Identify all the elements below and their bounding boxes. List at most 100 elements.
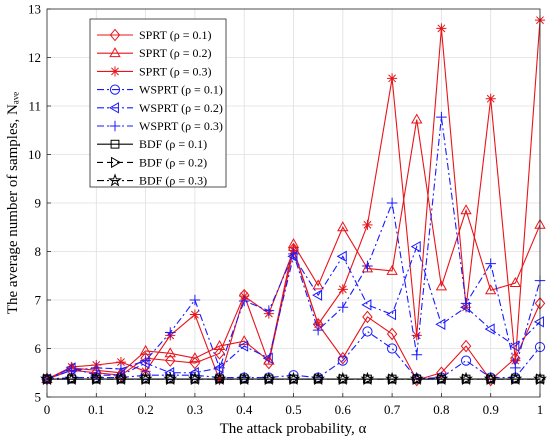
data-point bbox=[163, 371, 178, 385]
x-tick-label: 0.7 bbox=[384, 402, 401, 417]
data-point bbox=[262, 352, 273, 364]
x-tick-label: 0.3 bbox=[187, 402, 203, 417]
data-point bbox=[263, 305, 275, 316]
data-point bbox=[362, 260, 373, 272]
data-point bbox=[337, 301, 349, 313]
data-point bbox=[385, 371, 400, 385]
data-point bbox=[387, 343, 398, 354]
x-tick-label: 0.2 bbox=[137, 402, 153, 417]
data-point bbox=[89, 371, 104, 385]
legend-marker bbox=[109, 28, 121, 42]
data-point bbox=[485, 284, 497, 295]
data-point bbox=[238, 295, 250, 307]
data-point bbox=[165, 370, 176, 381]
data-point bbox=[139, 344, 152, 355]
legend-label: SPRT (ρ = 0.2) bbox=[139, 46, 212, 60]
legend-entry: SPRT (ρ = 0.1) bbox=[97, 28, 212, 42]
x-tick-label: 0.9 bbox=[483, 402, 499, 417]
data-point bbox=[435, 318, 446, 330]
data-point bbox=[460, 204, 472, 215]
data-point bbox=[361, 262, 374, 273]
data-point bbox=[114, 371, 128, 385]
data-point bbox=[386, 197, 398, 209]
legend-label: WSPRT (ρ = 0.2) bbox=[139, 101, 223, 115]
data-point bbox=[140, 366, 151, 377]
y-tick-label: 10 bbox=[28, 147, 41, 162]
y-tick-label: 5 bbox=[35, 390, 42, 405]
x-axis-ticks: 0 0.1 0.2 0.3 0.4 0.5 0.6 0.7 0.8 0.9 1 bbox=[44, 393, 544, 417]
legend-box bbox=[89, 18, 227, 188]
data-point bbox=[483, 371, 498, 385]
y-tick-label: 9 bbox=[35, 196, 42, 211]
data-point bbox=[189, 294, 201, 306]
legend-marker bbox=[109, 66, 121, 77]
legend-label: SPRT (ρ = 0.1) bbox=[139, 28, 212, 42]
x-tick-label: 0.5 bbox=[285, 402, 301, 417]
data-point bbox=[533, 316, 544, 328]
data-point bbox=[140, 370, 151, 381]
data-point bbox=[115, 357, 127, 368]
legend-entry: WSPRT (ρ = 0.2) bbox=[97, 101, 223, 115]
data-point bbox=[337, 355, 348, 366]
data-point bbox=[411, 330, 422, 341]
y-tick-label: 8 bbox=[35, 244, 42, 259]
data-point bbox=[336, 250, 347, 263]
legend-marker bbox=[109, 47, 121, 58]
data-point bbox=[238, 335, 250, 346]
data-point bbox=[362, 326, 373, 337]
data-point bbox=[510, 362, 521, 374]
data-point bbox=[386, 264, 398, 275]
y-tick-label: 13 bbox=[28, 2, 41, 17]
series-layer bbox=[40, 15, 547, 387]
y-axis-title: The average number of samples, Nₐᵥₑ bbox=[5, 92, 21, 314]
data-point bbox=[311, 371, 326, 385]
data-point bbox=[409, 371, 424, 385]
data-point bbox=[189, 370, 200, 381]
legend-label: BDF (ρ = 0.2) bbox=[139, 155, 207, 169]
y-tick-label: 11 bbox=[28, 99, 41, 114]
data-point bbox=[460, 355, 472, 366]
legend-label: WSPRT (ρ = 0.1) bbox=[139, 83, 223, 97]
x-tick-label: 0.4 bbox=[236, 402, 253, 417]
data-point bbox=[459, 301, 470, 313]
data-point bbox=[213, 340, 226, 351]
data-point bbox=[288, 370, 299, 381]
series-8 bbox=[40, 371, 547, 385]
data-point bbox=[214, 362, 225, 374]
data-point bbox=[164, 327, 176, 338]
data-point bbox=[189, 352, 201, 363]
data-point bbox=[261, 371, 276, 385]
legend-marker bbox=[108, 173, 122, 187]
x-tick-label: 0.6 bbox=[335, 402, 352, 417]
x-tick-label: 1 bbox=[537, 402, 544, 417]
data-point bbox=[435, 280, 448, 291]
data-point bbox=[360, 371, 375, 385]
data-point bbox=[434, 371, 449, 385]
data-point bbox=[64, 371, 79, 385]
data-point bbox=[509, 340, 520, 352]
data-point bbox=[509, 276, 522, 287]
legend-marker bbox=[108, 102, 119, 114]
data-point bbox=[411, 113, 423, 124]
data-point bbox=[460, 298, 472, 309]
legend-label: BDF (ρ = 0.1) bbox=[139, 137, 207, 151]
data-point bbox=[312, 289, 323, 301]
data-point bbox=[313, 319, 324, 330]
x-axis-title: The attack probability, α bbox=[220, 421, 367, 437]
data-point bbox=[436, 366, 447, 380]
legend-entry: BDF (ρ = 0.1) bbox=[97, 137, 207, 151]
legend-entry: BDF (ρ = 0.2) bbox=[97, 155, 207, 169]
data-point bbox=[510, 355, 521, 366]
legend-marker bbox=[111, 156, 122, 169]
y-tick-label: 12 bbox=[28, 50, 41, 65]
legend-entry: SPRT (ρ = 0.3) bbox=[97, 64, 212, 78]
data-point bbox=[337, 284, 348, 295]
data-point bbox=[335, 371, 350, 385]
data-point bbox=[410, 240, 421, 253]
legend-marker bbox=[109, 84, 121, 95]
legend-entry: BDF (ρ = 0.3) bbox=[97, 173, 207, 188]
x-tick-label: 0.8 bbox=[433, 402, 449, 417]
data-point bbox=[288, 248, 299, 260]
x-tick-label: 0.1 bbox=[88, 402, 104, 417]
